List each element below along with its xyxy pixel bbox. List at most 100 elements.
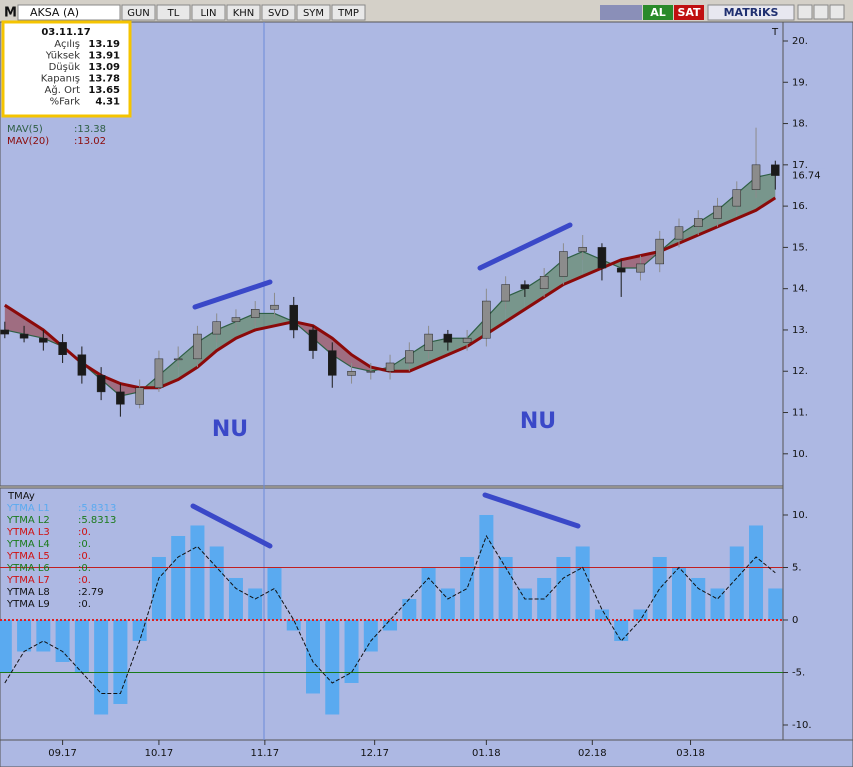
symbol-box[interactable]: [17, 4, 121, 21]
toolbar-btn[interactable]: [156, 4, 191, 21]
annotation: NU: [520, 409, 556, 434]
y-tick-label: 19.: [792, 77, 808, 88]
ma-fill: [678, 222, 699, 244]
minimize-btn[interactable]: [797, 4, 813, 20]
candle-body: [328, 350, 337, 376]
y-axis-panel: [782, 21, 853, 741]
candle-body: [559, 251, 568, 277]
candle-body: [366, 370, 376, 373]
x-axis-panel: [0, 739, 853, 767]
bar: [556, 556, 571, 620]
info-value: 13.78: [88, 74, 120, 85]
buy-btn[interactable]: [643, 5, 673, 20]
bar: [325, 619, 340, 715]
ma-fill: [563, 251, 583, 285]
info-value: 13.91: [88, 51, 120, 62]
bar: [614, 619, 629, 641]
bar: [729, 546, 744, 620]
candle-body: [578, 247, 587, 252]
candle-body: [655, 238, 664, 265]
toolbar-btn[interactable]: [191, 4, 226, 21]
info-label: Ağ. Ort: [45, 84, 81, 96]
maximize-btn[interactable]: [813, 4, 829, 20]
toolbar-btn[interactable]: [121, 4, 156, 21]
ma-fill: [505, 288, 525, 322]
bar: [209, 546, 224, 620]
ma-fill: [4, 305, 25, 335]
tool-icons[interactable]: [600, 5, 642, 20]
ma-fill: [101, 375, 121, 397]
candle-body: [58, 342, 67, 355]
ma-fill: [736, 177, 757, 219]
close-btn[interactable]: [829, 4, 845, 20]
bar: [248, 588, 263, 620]
y-tick-label: 10.: [792, 510, 808, 521]
candle-body: [539, 276, 549, 289]
y-tick-label: 12.: [792, 366, 808, 377]
legend-name: YTMA L7: [6, 575, 50, 586]
trend-line: [477, 222, 573, 271]
legend-name: YTMA L8: [6, 587, 50, 598]
legend-name: MAV(20): [7, 136, 49, 147]
candle-body: [713, 205, 722, 219]
legend-value: :2.79: [78, 587, 104, 598]
bar: [652, 556, 667, 620]
candle-body: [693, 218, 703, 228]
bar: [671, 567, 686, 620]
bar: [228, 577, 243, 620]
brand-box: [707, 4, 795, 21]
bar: [749, 525, 764, 620]
bar: [36, 619, 51, 652]
ma-fill: [197, 329, 217, 368]
bar: [74, 619, 89, 673]
candle-body: [771, 164, 780, 176]
axis-label: T: [771, 27, 779, 38]
candle-body: [250, 309, 260, 318]
info-value: 13.19: [88, 39, 120, 50]
candle-body: [135, 387, 144, 405]
y-tick-label: -5.: [792, 667, 805, 678]
ma-fill: [756, 173, 776, 211]
legend-value: :0.: [78, 563, 91, 574]
legend-value: :13.02: [74, 136, 106, 147]
legend-value: :0.: [78, 575, 91, 586]
brand: MATRiKS: [724, 6, 779, 19]
legend-value: :5.8313: [78, 503, 116, 514]
legend-value: :0.: [78, 527, 91, 538]
candle-body: [520, 284, 530, 289]
buy: AL: [650, 6, 666, 19]
candle-body: [674, 226, 684, 240]
candle-body: [405, 350, 414, 364]
bar: [151, 556, 166, 620]
toolbar-btn[interactable]: [331, 4, 366, 21]
toolbar-btn[interactable]: [226, 4, 261, 21]
info-box: [1, 20, 132, 118]
candle-body: [77, 354, 87, 376]
bar: [421, 567, 436, 620]
toolbar-btn-label: SVD: [268, 8, 289, 19]
legend-name: YTMA L4: [6, 539, 50, 550]
x-tick-label: 01.18: [472, 748, 501, 759]
ma-fill: [524, 276, 545, 310]
info-label: Düşük: [49, 62, 81, 73]
legend-value: :5.8313: [78, 515, 116, 526]
legend-name: YTMA L1: [6, 503, 50, 514]
bar: [94, 619, 109, 715]
y-tick-label: 5.: [792, 562, 802, 573]
last-price-box: [785, 168, 825, 183]
toolbar-btn[interactable]: [261, 4, 296, 21]
sell-btn[interactable]: [674, 5, 704, 20]
toolbar-btn[interactable]: [296, 4, 331, 21]
bar: [17, 619, 32, 652]
ma-fill: [621, 255, 641, 269]
info-value: 13.09: [88, 62, 120, 73]
toolbar-btn-label: TMP: [337, 8, 359, 19]
info-value: 13.65: [88, 85, 120, 96]
bar: [517, 588, 532, 620]
info-value: 4.31: [95, 97, 120, 108]
y-tick-label: 10.: [792, 449, 808, 460]
info-date: 03.11.17: [41, 27, 90, 38]
legend-name: YTMA L9: [6, 599, 50, 610]
ma-fill: [313, 325, 333, 355]
